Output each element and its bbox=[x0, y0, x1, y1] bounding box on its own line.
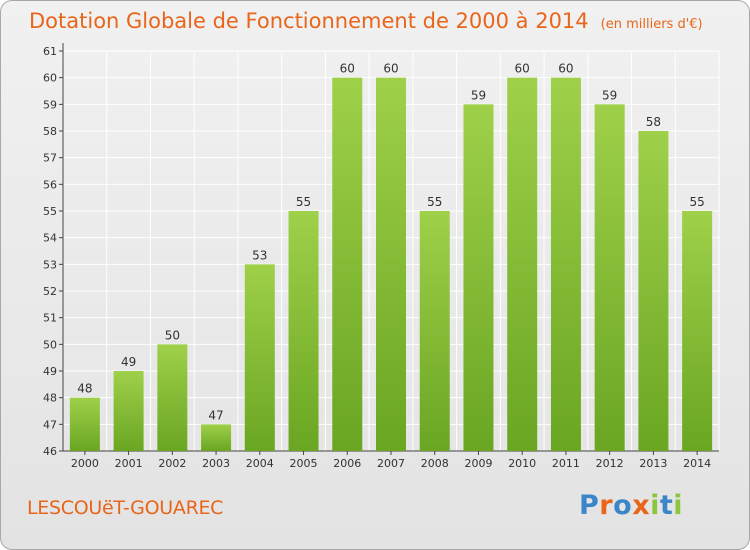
logo-letter: r bbox=[599, 490, 614, 521]
bar bbox=[244, 264, 275, 451]
x-tick-label: 2004 bbox=[246, 457, 274, 470]
value-label: 60 bbox=[383, 62, 398, 76]
bar bbox=[594, 104, 625, 451]
x-tick-label: 2013 bbox=[639, 457, 667, 470]
y-tick-label: 52 bbox=[43, 285, 57, 298]
y-tick-label: 49 bbox=[43, 365, 57, 378]
y-tick-label: 46 bbox=[43, 445, 57, 458]
y-tick-label: 57 bbox=[43, 152, 57, 165]
bar bbox=[638, 131, 669, 451]
value-label: 60 bbox=[515, 62, 530, 76]
value-label: 55 bbox=[427, 195, 442, 209]
x-tick-label: 2001 bbox=[115, 457, 143, 470]
y-tick-label: 59 bbox=[43, 98, 57, 111]
chart-title: Dotation Globale de Fonctionnement de 20… bbox=[29, 9, 703, 33]
value-label: 55 bbox=[689, 195, 704, 209]
value-label: 60 bbox=[558, 62, 573, 76]
y-tick-label: 61 bbox=[43, 45, 57, 58]
bar bbox=[507, 77, 538, 452]
bars bbox=[69, 77, 713, 452]
value-label: 49 bbox=[121, 355, 136, 369]
value-label: 59 bbox=[471, 88, 486, 102]
y-tick-label: 60 bbox=[43, 72, 57, 85]
x-tick-label: 2009 bbox=[464, 457, 492, 470]
bar bbox=[550, 77, 581, 452]
logo-letter: P bbox=[579, 490, 600, 521]
unit-note: (en milliers d'€) bbox=[600, 17, 703, 32]
logo-letter: o bbox=[613, 490, 633, 521]
x-tick-label: 2012 bbox=[596, 457, 624, 470]
y-tick-label: 54 bbox=[43, 232, 57, 245]
value-label: 58 bbox=[646, 115, 661, 129]
bar bbox=[157, 344, 188, 451]
y-tick-label: 58 bbox=[43, 125, 57, 138]
value-label: 55 bbox=[296, 195, 311, 209]
x-tick-label: 2007 bbox=[377, 457, 405, 470]
bar bbox=[376, 77, 406, 452]
logo-letter: i bbox=[673, 490, 684, 521]
x-tick-label: 2003 bbox=[202, 457, 230, 470]
x-tick-label: 2010 bbox=[508, 457, 536, 470]
y-tick-label: 56 bbox=[43, 178, 57, 191]
x-tick-label: 2008 bbox=[421, 457, 449, 470]
bar bbox=[463, 104, 494, 451]
x-tick-label: 2006 bbox=[333, 457, 361, 470]
value-label: 50 bbox=[165, 328, 180, 342]
value-label: 53 bbox=[252, 248, 267, 262]
x-tick-label: 2005 bbox=[290, 457, 318, 470]
bar bbox=[419, 211, 450, 451]
bar bbox=[113, 371, 144, 451]
chart-title-text: Dotation Globale de Fonctionnement de 20… bbox=[29, 9, 589, 33]
value-label: 60 bbox=[340, 62, 355, 76]
bar bbox=[682, 211, 713, 451]
bar bbox=[332, 77, 363, 452]
proxiti-logo: Proxiti bbox=[579, 490, 683, 521]
bar bbox=[288, 211, 319, 451]
y-tick-label: 47 bbox=[43, 418, 57, 431]
value-label: 48 bbox=[77, 382, 92, 396]
logo-letter: i bbox=[650, 490, 660, 521]
x-tick-label: 2011 bbox=[552, 457, 580, 470]
logo-letter: x bbox=[632, 490, 651, 521]
x-tick-label: 2002 bbox=[158, 457, 186, 470]
commune-name: LESCOUëT-GOUAREC bbox=[27, 497, 224, 519]
bar bbox=[201, 424, 232, 451]
y-tick-label: 50 bbox=[43, 338, 57, 351]
bar bbox=[69, 397, 100, 451]
value-label: 59 bbox=[602, 88, 617, 102]
logo-letter: t bbox=[659, 490, 674, 521]
x-tick-label: 2014 bbox=[683, 457, 711, 470]
y-tick-label: 55 bbox=[43, 205, 57, 218]
labels: 46 47 48 49 50 51 52 53 54 55 56 57 58 59 60 61 48 2000 49… bbox=[43, 45, 711, 470]
value-label: 47 bbox=[208, 408, 223, 422]
x-tick-label: 2000 bbox=[71, 457, 99, 470]
y-tick-label: 48 bbox=[43, 392, 57, 405]
y-tick-label: 53 bbox=[43, 258, 57, 271]
y-tick-label: 51 bbox=[43, 312, 57, 325]
